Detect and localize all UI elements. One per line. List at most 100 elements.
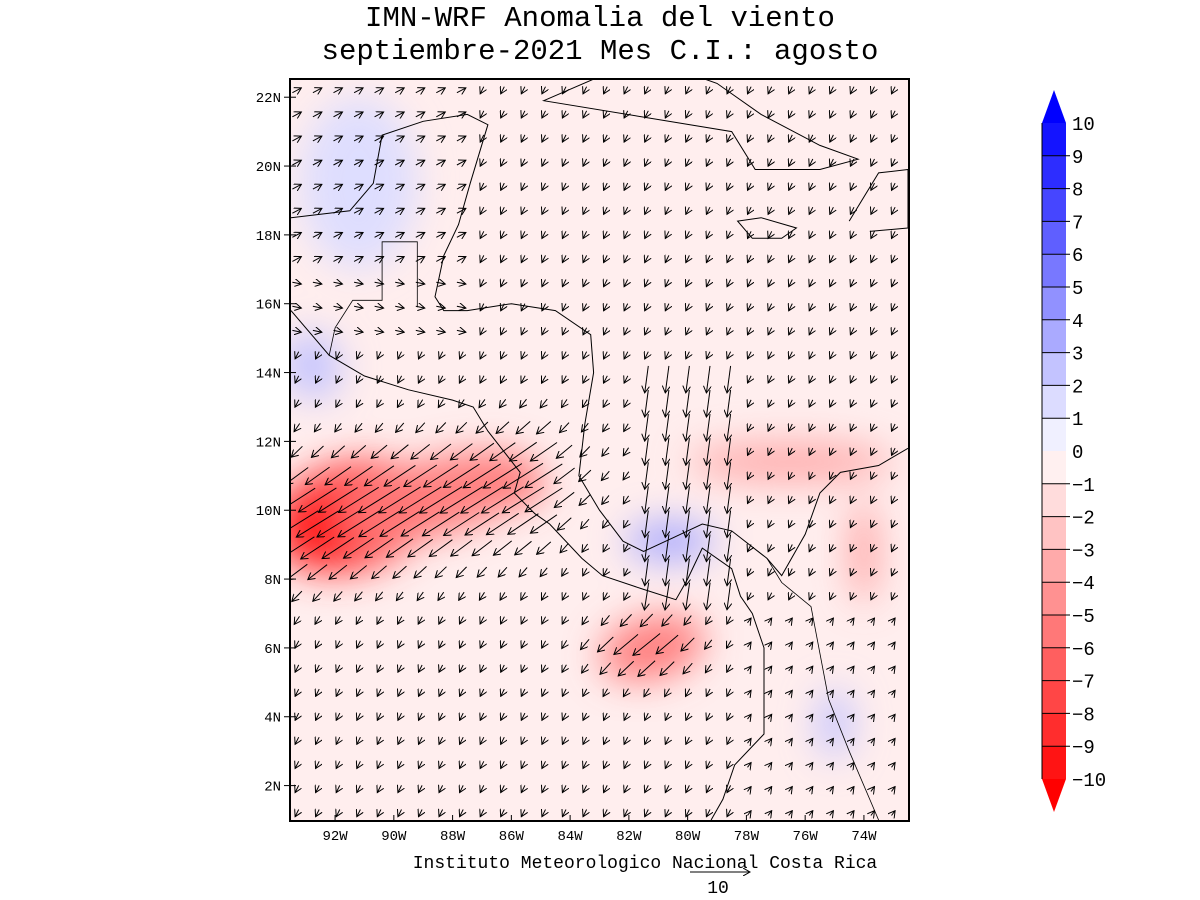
wind-vector <box>809 496 813 503</box>
wind-vector <box>624 737 628 744</box>
wind-vector <box>583 593 587 600</box>
wind-vector <box>604 207 608 214</box>
wind-vector <box>439 737 443 744</box>
wind-vector <box>892 135 896 142</box>
wind-vector <box>333 282 343 284</box>
wind-vector <box>706 231 710 238</box>
wind-vector <box>706 558 710 586</box>
wind-vector <box>665 352 669 359</box>
wind-vector <box>480 328 484 335</box>
wind-vector <box>394 88 404 93</box>
wind-vector <box>560 542 569 553</box>
wind-vector <box>665 135 669 142</box>
wind-vector <box>292 282 301 284</box>
wind-vector <box>706 159 710 166</box>
wind-vector <box>645 135 649 142</box>
wind-vector <box>768 545 772 552</box>
wind-vector <box>480 280 484 287</box>
wind-vector <box>377 713 381 720</box>
wind-vector <box>727 414 731 441</box>
wind-vector <box>398 352 402 359</box>
wind-vector <box>353 112 363 117</box>
wind-vector <box>727 304 731 311</box>
wind-vector <box>645 111 649 118</box>
wind-vector <box>416 422 426 433</box>
wind-vector <box>789 520 793 527</box>
wind-vector <box>768 376 772 383</box>
wind-vector <box>809 763 813 768</box>
wind-vector <box>486 512 519 534</box>
wind-vector <box>439 785 443 792</box>
wind-vector <box>892 763 896 768</box>
wind-vector <box>501 159 505 166</box>
wind-vector <box>603 400 607 408</box>
wind-vector <box>496 421 510 434</box>
wind-vector <box>748 280 752 287</box>
wind-vector <box>333 208 343 213</box>
wind-vector <box>418 376 422 383</box>
wind-vector <box>871 400 875 407</box>
wind-vector <box>892 714 896 719</box>
wind-vector <box>768 618 772 623</box>
wind-vector <box>460 352 464 359</box>
wind-vector <box>480 183 484 190</box>
wind-vector <box>439 617 443 624</box>
wind-vector <box>333 184 343 189</box>
wind-vector <box>375 422 384 432</box>
wind-vector <box>480 810 484 817</box>
wind-vector <box>665 328 669 335</box>
wind-vector <box>665 183 669 190</box>
wind-vector <box>871 352 875 359</box>
wind-vector <box>439 761 443 768</box>
wind-vector <box>706 207 710 214</box>
wind-vector <box>394 160 404 165</box>
wind-vector <box>436 136 445 141</box>
wind-vector <box>312 208 322 213</box>
wind-vector <box>456 566 467 578</box>
wind-vector <box>521 280 525 287</box>
wind-vector <box>768 207 772 214</box>
wind-vector <box>336 761 340 768</box>
wind-vector <box>624 159 628 166</box>
wind-vector <box>295 785 299 792</box>
wind-vector <box>681 637 695 651</box>
wind-vector <box>374 88 384 93</box>
wind-vector <box>686 231 690 238</box>
wind-vector <box>871 159 875 166</box>
wind-vector <box>830 255 834 262</box>
wind-vector <box>686 135 690 142</box>
wind-vector <box>871 135 875 142</box>
wind-vector <box>542 87 546 94</box>
wind-vector <box>521 641 525 648</box>
wind-vector <box>521 87 525 94</box>
wind-vector <box>645 365 649 393</box>
wind-vector <box>892 618 896 623</box>
wind-vector <box>353 160 363 165</box>
wind-vector <box>686 280 690 287</box>
wind-vector <box>645 304 649 311</box>
wind-vector <box>624 424 629 432</box>
wind-vector <box>580 446 591 457</box>
wind-vector <box>459 376 463 383</box>
wind-vector <box>415 208 425 213</box>
wind-vector <box>583 810 587 817</box>
wind-vector <box>398 785 402 792</box>
wind-vector <box>582 663 588 673</box>
colorbar-label: 6 <box>1072 245 1083 267</box>
wind-vector <box>706 438 710 465</box>
wind-vectors <box>291 87 896 817</box>
wind-vector <box>644 688 649 697</box>
wind-vector <box>415 282 425 284</box>
wind-vector <box>748 207 752 214</box>
wind-vector <box>404 464 438 487</box>
wind-vector <box>333 88 343 93</box>
wind-vector <box>603 544 608 552</box>
colorbar-label: 2 <box>1072 376 1083 398</box>
wind-vector <box>394 233 404 238</box>
wind-vector <box>436 208 445 213</box>
wind-vector <box>624 544 628 551</box>
wind-vector <box>633 633 661 656</box>
wind-vector <box>501 641 505 648</box>
wind-vector <box>501 183 505 190</box>
wind-vector <box>398 641 402 648</box>
